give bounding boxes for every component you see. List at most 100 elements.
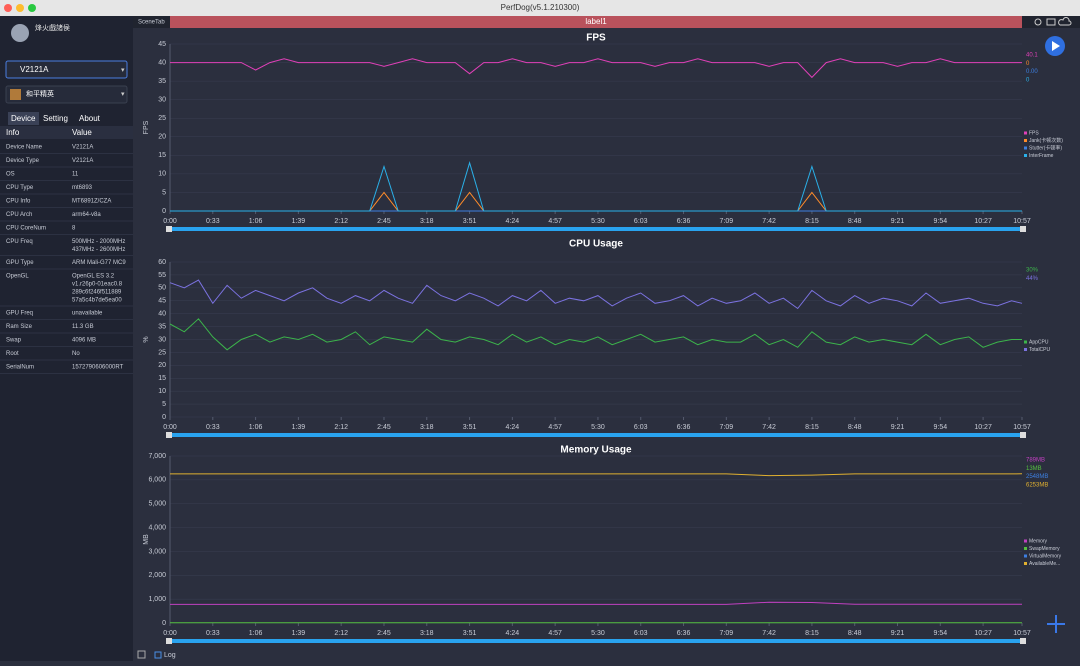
y-tick-label: 35 bbox=[158, 323, 166, 330]
x-tick-label: 7:42 bbox=[762, 218, 776, 225]
legend-label[interactable]: AvailableMe... bbox=[1029, 561, 1060, 567]
label-bar[interactable] bbox=[170, 16, 1022, 28]
info-value: 11.3 GB bbox=[72, 324, 94, 330]
x-tick-label: 7:42 bbox=[762, 630, 776, 637]
legend-label[interactable]: InterFrame bbox=[1029, 153, 1054, 159]
y-tick-label: 2,000 bbox=[148, 572, 166, 579]
info-value: ARM Mali-G77 MC9 bbox=[72, 260, 126, 266]
scroll-handle-right[interactable] bbox=[1020, 432, 1026, 438]
x-tick-label: 3:18 bbox=[420, 424, 434, 431]
tab[interactable]: Setting bbox=[43, 114, 68, 123]
time-scrollbar[interactable] bbox=[166, 433, 1026, 437]
info-value: 11 bbox=[72, 172, 79, 178]
info-value: mt6893 bbox=[72, 185, 93, 191]
location-icon[interactable] bbox=[1034, 18, 1042, 26]
legend-label[interactable]: Memory bbox=[1029, 538, 1048, 544]
add-button[interactable] bbox=[1047, 615, 1065, 633]
info-value: No bbox=[72, 351, 80, 357]
info-name: CPU Freq bbox=[6, 239, 33, 245]
time-scrollbar[interactable] bbox=[166, 227, 1026, 231]
collapse-button[interactable] bbox=[137, 650, 146, 659]
scroll-handle-left[interactable] bbox=[166, 226, 172, 232]
info-name: Device Type bbox=[6, 158, 40, 164]
x-tick-label: 1:39 bbox=[292, 630, 306, 637]
window-title: PerfDog(v5.1.210300) bbox=[501, 3, 580, 12]
app-dropdown-arrow[interactable]: ▾ bbox=[121, 91, 125, 98]
tab[interactable]: Device bbox=[11, 114, 36, 123]
x-tick-label: 9:21 bbox=[891, 424, 905, 431]
legend-label[interactable]: AppCPU bbox=[1029, 339, 1049, 345]
x-tick-label: 1:06 bbox=[249, 630, 263, 637]
minimize-button[interactable] bbox=[16, 4, 24, 12]
legend-label[interactable]: Jank(卡顿次数) bbox=[1029, 137, 1063, 144]
x-tick-label: 7:42 bbox=[762, 424, 776, 431]
legend-label[interactable]: SwapMemory bbox=[1029, 546, 1060, 552]
legend-label[interactable]: TotalCPU bbox=[1029, 347, 1051, 353]
legend-swatch bbox=[1024, 348, 1027, 351]
info-name: GPU Type bbox=[6, 260, 34, 266]
x-tick-label: 7:09 bbox=[720, 218, 734, 225]
info-name: GPU Freq bbox=[6, 311, 33, 317]
y-tick-label: 40 bbox=[158, 59, 166, 66]
y-tick-label: 30 bbox=[158, 336, 166, 343]
series-line bbox=[169, 279, 1023, 310]
y-tick-label: 10 bbox=[158, 171, 166, 178]
series-line bbox=[170, 161, 1022, 212]
x-tick-label: 9:54 bbox=[933, 218, 947, 225]
current-value: 0 bbox=[1026, 77, 1030, 83]
x-tick-label: 5:30 bbox=[591, 424, 605, 431]
close-button[interactable] bbox=[4, 4, 12, 12]
folder-icon[interactable] bbox=[1046, 18, 1056, 26]
y-tick-label: 40 bbox=[158, 311, 166, 318]
app-select[interactable] bbox=[5, 85, 128, 104]
x-tick-label: 0:33 bbox=[206, 630, 220, 637]
scroll-handle-right[interactable] bbox=[1020, 226, 1026, 232]
current-value: 44% bbox=[1026, 276, 1039, 282]
chart-title: FPS bbox=[586, 33, 606, 44]
current-value: 6253MB bbox=[1026, 482, 1048, 488]
x-tick-label: 2:12 bbox=[334, 630, 348, 637]
x-tick-label: 4:57 bbox=[548, 218, 562, 225]
info-value: 437MHz - 2600MHz bbox=[72, 247, 125, 253]
legend-label[interactable]: FPS bbox=[1029, 130, 1039, 136]
log-checkbox[interactable] bbox=[154, 651, 162, 659]
x-tick-label: 7:09 bbox=[720, 424, 734, 431]
y-tick-label: 5 bbox=[162, 401, 166, 408]
device-dropdown-arrow[interactable]: ▾ bbox=[121, 67, 125, 74]
scroll-handle-right[interactable] bbox=[1020, 638, 1026, 644]
series-line bbox=[170, 191, 1022, 212]
x-tick-label: 3:51 bbox=[463, 424, 477, 431]
legend-label[interactable]: Stutter(卡顿率) bbox=[1029, 144, 1062, 151]
y-tick-label: 0 bbox=[162, 208, 166, 215]
legend-label[interactable]: VirtualMemory bbox=[1029, 553, 1062, 559]
device-select[interactable] bbox=[5, 60, 128, 79]
info-value: 57a5c4b7de5ea00 bbox=[72, 298, 122, 304]
x-tick-label: 10:57 bbox=[1013, 218, 1031, 225]
x-tick-label: 4:24 bbox=[506, 218, 520, 225]
avatar[interactable] bbox=[11, 24, 29, 42]
x-tick-label: 1:39 bbox=[292, 424, 306, 431]
x-tick-label: 6:36 bbox=[677, 630, 691, 637]
scroll-handle-left[interactable] bbox=[166, 638, 172, 644]
chart-title: CPU Usage bbox=[569, 239, 623, 250]
cloud-icon[interactable] bbox=[1058, 16, 1072, 26]
x-tick-label: 4:24 bbox=[506, 630, 520, 637]
zoom-button[interactable] bbox=[28, 4, 36, 12]
x-tick-label: 8:48 bbox=[848, 630, 862, 637]
time-scrollbar[interactable] bbox=[166, 639, 1026, 643]
y-tick-label: 10 bbox=[158, 388, 166, 395]
scroll-handle-left[interactable] bbox=[166, 432, 172, 438]
tab[interactable]: About bbox=[79, 114, 101, 123]
legend-swatch bbox=[1024, 146, 1027, 150]
device-name: V2121A bbox=[20, 65, 49, 74]
x-tick-label: 4:24 bbox=[506, 424, 520, 431]
scene-tab[interactable]: SceneTab bbox=[138, 20, 165, 26]
legend-swatch bbox=[1024, 547, 1027, 550]
y-tick-label: 20 bbox=[158, 362, 166, 369]
info-name: Swap bbox=[6, 338, 22, 344]
info-value: OpenGL ES 3.2 bbox=[72, 274, 115, 280]
y-tick-label: 5,000 bbox=[148, 501, 166, 508]
y-tick-label: 5 bbox=[162, 189, 166, 196]
x-tick-label: 1:06 bbox=[249, 424, 263, 431]
